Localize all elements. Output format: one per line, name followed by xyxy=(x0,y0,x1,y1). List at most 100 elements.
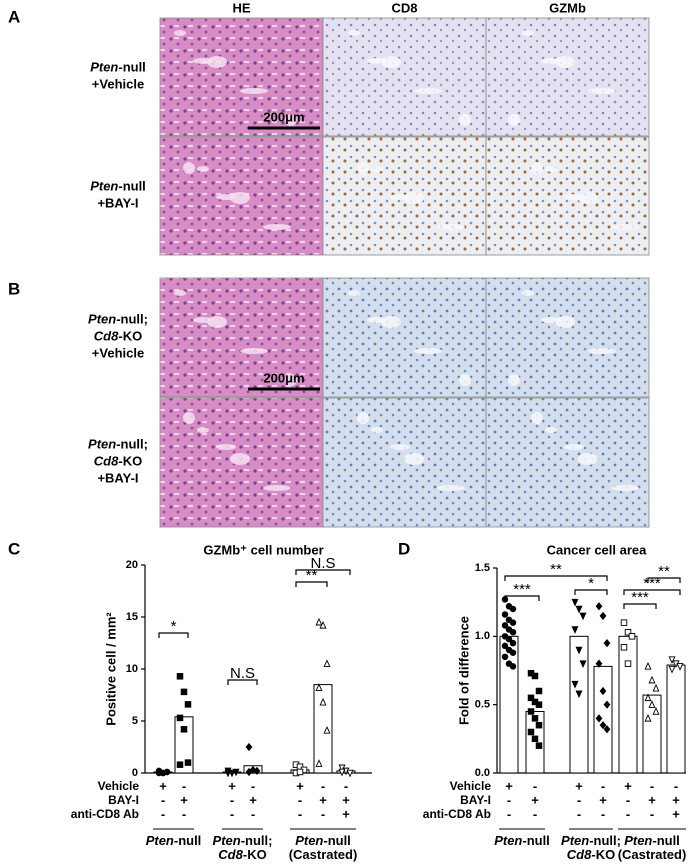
label-line: Pten-null xyxy=(146,833,202,848)
tissue-lumen xyxy=(508,374,520,386)
micrograph xyxy=(485,397,650,528)
data-point xyxy=(323,659,331,668)
data-point xyxy=(505,635,513,643)
label-segment: Pten xyxy=(90,179,118,194)
significance-bracket xyxy=(574,589,608,595)
tissue-lumen xyxy=(240,88,268,94)
significance-label: N.S xyxy=(310,555,335,572)
significance-bracket xyxy=(295,569,351,575)
tissue-lumen xyxy=(371,427,383,433)
condition-mark: - xyxy=(533,806,537,821)
condition-mark: + xyxy=(672,792,680,807)
data-point xyxy=(571,626,579,634)
panel-label: D xyxy=(398,539,410,558)
condition-mark: - xyxy=(344,778,348,793)
data-point xyxy=(319,697,327,706)
data-point xyxy=(509,663,517,670)
label-segment: Pten xyxy=(88,437,116,452)
label-segment: Cd8 xyxy=(94,454,119,469)
condition-mark: - xyxy=(182,778,186,793)
tissue-lumen xyxy=(541,317,561,323)
data-point xyxy=(501,642,509,650)
data-point xyxy=(527,694,535,702)
tissue-lumen xyxy=(459,374,471,386)
condition-mark: - xyxy=(577,792,581,807)
data-point xyxy=(176,673,184,680)
data-point xyxy=(668,665,676,674)
condition-mark: - xyxy=(507,792,511,807)
label-line: Pten-null; xyxy=(213,833,273,848)
data-point xyxy=(232,768,240,777)
condition-mark: - xyxy=(182,806,186,821)
tissue-lumen xyxy=(371,166,383,172)
condition-mark: - xyxy=(626,792,630,807)
data-point xyxy=(571,680,579,689)
tissue-lumen xyxy=(522,290,534,296)
tissue-lumen xyxy=(197,427,209,433)
condition-mark: + xyxy=(296,778,304,793)
condition-mark: - xyxy=(626,806,630,821)
condition-mark: - xyxy=(298,792,302,807)
tissue-lumen xyxy=(183,412,195,424)
data-point xyxy=(245,742,253,752)
column-header: GZMb xyxy=(549,0,586,15)
column-header: HE xyxy=(232,0,250,15)
significance-label: ** xyxy=(306,567,318,584)
condition-mark: - xyxy=(650,778,654,793)
data-point xyxy=(531,715,539,722)
label-segment: +BAY-I xyxy=(97,471,138,486)
label-line: Pten-null xyxy=(90,179,146,194)
condition-name: BAY-I xyxy=(460,793,491,807)
label-segment: -KO xyxy=(118,329,142,344)
condition-mark: + xyxy=(249,792,257,807)
label-line: Cd8-KO xyxy=(567,847,615,862)
label-segment: +Vehicle xyxy=(92,346,144,361)
tissue-lumen xyxy=(263,224,291,230)
condition-name: anti-CD8 Ab xyxy=(71,807,139,821)
tissue-lumen xyxy=(564,444,584,450)
chart-title: Cancer cell area xyxy=(547,542,648,557)
data-point xyxy=(501,622,509,629)
tissue-lumen xyxy=(183,162,195,174)
label-segment: Pten xyxy=(88,312,116,327)
data-point xyxy=(346,769,354,778)
label-segment: -null; xyxy=(589,833,621,848)
condition-mark: + xyxy=(599,792,607,807)
label-line: Pten-null xyxy=(624,833,680,848)
data-point xyxy=(603,725,611,734)
data-point xyxy=(501,653,509,661)
tissue-lumen xyxy=(508,114,520,126)
significance-bracket xyxy=(295,581,328,587)
data-point xyxy=(624,660,632,667)
condition-mark: - xyxy=(251,778,255,793)
data-point xyxy=(253,766,261,776)
condition-mark: - xyxy=(230,792,234,807)
data-point xyxy=(624,628,632,636)
data-point xyxy=(323,725,331,734)
label-segment: -null; xyxy=(116,312,148,327)
data-point xyxy=(648,675,656,684)
tissue-lumen xyxy=(545,427,557,433)
condition-mark: - xyxy=(161,792,165,807)
tissue-lumen xyxy=(531,162,543,174)
data-point xyxy=(668,656,676,664)
significance-bracket xyxy=(504,595,540,601)
tissue-lumen xyxy=(240,348,268,354)
condition-name: BAY-I xyxy=(108,793,139,807)
tissue-lumen xyxy=(611,485,639,491)
y-tick-label: 0 xyxy=(132,767,138,779)
condition-mark: - xyxy=(507,806,511,821)
tissue-lumen xyxy=(193,317,213,323)
data-point xyxy=(595,714,603,723)
data-point xyxy=(509,605,517,613)
panel-label: B xyxy=(8,279,20,298)
condition-mark: + xyxy=(342,806,350,821)
condition-name: Vehicle xyxy=(450,779,492,793)
label-line: Pten-null; xyxy=(561,833,621,848)
label-segment: -null xyxy=(174,833,201,848)
tissue-lumen xyxy=(555,56,575,68)
condition-name: anti-CD8 Ab xyxy=(423,807,491,821)
data-point xyxy=(571,598,579,607)
micrograph xyxy=(322,397,487,528)
